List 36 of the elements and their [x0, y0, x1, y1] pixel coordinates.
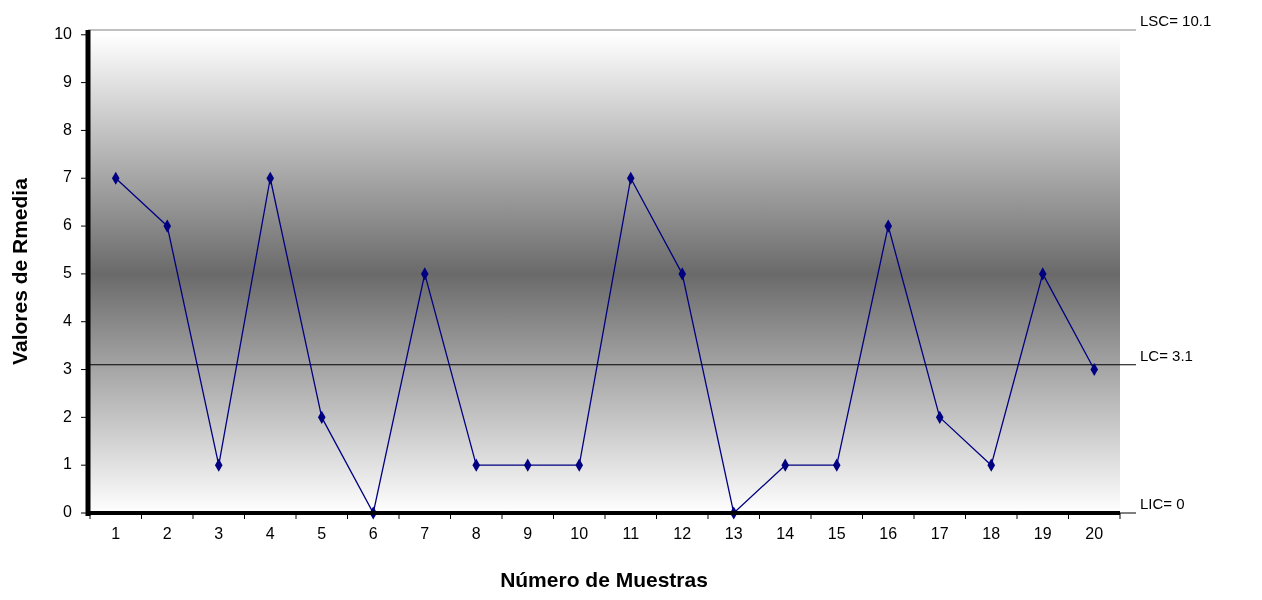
- y-tick-label: 10: [54, 25, 73, 43]
- y-tick-label: 9: [63, 72, 73, 90]
- x-tick-label: 2: [162, 525, 172, 542]
- ref-line-label: LSC= 10.1: [1140, 11, 1212, 29]
- x-tick-label: 7: [420, 525, 430, 542]
- x-tick-label: 3: [214, 525, 224, 542]
- x-tick-label: 1: [111, 525, 121, 542]
- y-tick-label: 8: [63, 120, 73, 138]
- x-tick-label: 12: [673, 525, 692, 542]
- x-tick-label: 20: [1085, 525, 1104, 542]
- x-tick-label: 13: [724, 525, 743, 542]
- x-tick-label: 11: [622, 525, 640, 542]
- x-tick-label: 16: [879, 525, 898, 542]
- x-tick-label: 4: [265, 525, 275, 542]
- y-tick-label: 4: [63, 311, 73, 329]
- y-tick-label: 5: [63, 264, 73, 282]
- y-axis-title: Valores de Rmedia: [8, 177, 31, 365]
- x-tick-label: 6: [368, 525, 378, 542]
- x-axis-title: Número de Muestras: [500, 568, 708, 591]
- x-tick-label: 5: [317, 525, 327, 542]
- x-tick-label: 19: [1033, 525, 1052, 542]
- x-tick-label: 9: [523, 525, 533, 542]
- y-tick-label: 0: [63, 503, 73, 521]
- y-tick-label: 2: [63, 407, 73, 425]
- y-tick-label: 7: [63, 168, 73, 186]
- y-tick-label: 3: [63, 359, 73, 377]
- y-tick-label: 6: [63, 216, 73, 234]
- x-tick-label: 10: [570, 525, 589, 542]
- ref-line-label: LIC= 0: [1140, 494, 1185, 512]
- x-tick-label: 14: [776, 525, 795, 542]
- y-tick-label: 1: [63, 455, 73, 473]
- x-tick-label: 8: [471, 525, 481, 542]
- ref-line-label: LC= 3.1: [1140, 346, 1193, 364]
- x-tick-label: 15: [827, 525, 846, 542]
- x-tick-label: 18: [982, 525, 1001, 542]
- x-tick-label: 17: [930, 525, 949, 542]
